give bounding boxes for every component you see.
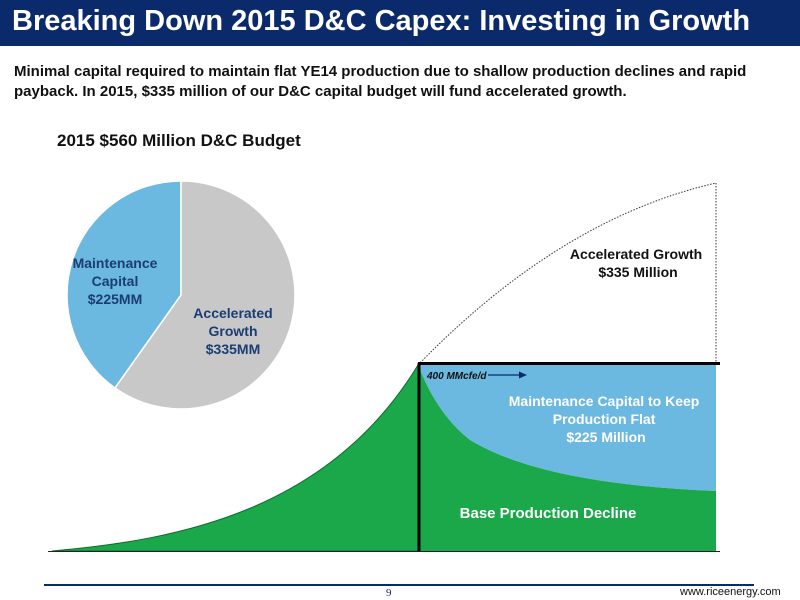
pie-label-accelerated-growth-line-1: Accelerated xyxy=(193,305,272,321)
maintenance-label-line-2: Production Flat xyxy=(553,411,656,427)
production-area-chart: 400 MMcfe/d Accelerated Growth $335 Mill… xyxy=(48,182,720,552)
maintenance-label-line-3: $225 Million xyxy=(566,429,645,445)
pie-label-accelerated-growth-line-2: Growth xyxy=(209,323,258,339)
title-bar: Breaking Down 2015 D&C Capex: Investing … xyxy=(0,0,800,46)
pie-slice-accelerated-growth xyxy=(113,180,296,410)
pie-label-maintenance-line-3: $225MM xyxy=(88,291,142,307)
pie-label-maintenance-line-1: Maintenance xyxy=(73,255,158,271)
annotation-label: 400 MMcfe/d xyxy=(426,371,487,382)
accelerated-growth-label: Accelerated Growth $335 Million xyxy=(570,246,706,280)
page-number: 9 xyxy=(386,587,392,599)
pie-label-accelerated-growth-line-3: $335MM xyxy=(206,341,260,357)
page-title: Breaking Down 2015 D&C Capex: Investing … xyxy=(12,5,751,37)
pie-label-maintenance-line-2: Capital xyxy=(92,273,139,289)
base-decline-region xyxy=(418,365,716,551)
footer-website: www.riceenergy.com xyxy=(680,586,781,598)
maintenance-region xyxy=(418,365,716,491)
production-ramp-region xyxy=(51,363,419,552)
base-decline-label: Base Production Decline xyxy=(460,505,637,522)
page-subtitle: Minimal capital required to maintain fla… xyxy=(14,63,747,100)
footer-divider xyxy=(44,584,754,586)
pie-label-maintenance: Maintenance Capital $225MM xyxy=(73,255,158,307)
maintenance-label-line-1: Maintenance Capital to Keep xyxy=(509,393,700,409)
accelerated-growth-region xyxy=(418,183,716,365)
pie-label-accelerated-growth: Accelerated Growth $335MM xyxy=(193,305,272,357)
accelerated-growth-label-line-1: Accelerated Growth xyxy=(570,246,702,262)
pie-chart: Maintenance Capital $225MM Accelerated Growt… xyxy=(66,180,296,410)
accelerated-growth-label-line-2: $335 Million xyxy=(598,264,677,280)
pie-chart-title: 2015 $560 Million D&C Budget xyxy=(57,131,301,150)
annotation-arrowhead xyxy=(519,371,527,379)
pie-slice-maintenance xyxy=(66,180,182,390)
maintenance-label: Maintenance Capital to Keep Production F… xyxy=(509,393,703,445)
